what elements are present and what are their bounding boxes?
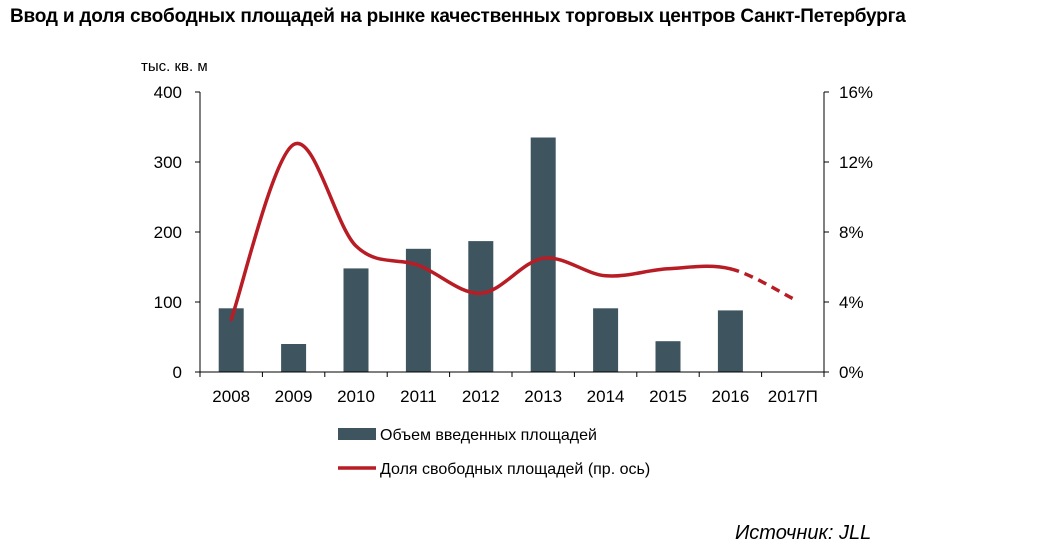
vacancy-line (229, 141, 733, 322)
bar-2015 (655, 341, 681, 372)
bar-2014 (593, 308, 619, 372)
vacancy-line-forecast (729, 267, 794, 301)
y-left-tick-label: 300 (154, 153, 182, 172)
x-tick-label: 2010 (337, 387, 375, 406)
y-left-tick-label: 400 (154, 83, 182, 102)
y-left-tick-label: 100 (154, 293, 182, 312)
bar-2009 (281, 344, 307, 372)
y-right-tick-label: 4% (839, 293, 864, 312)
y-axis-unit-label: тыс. кв. м (141, 58, 208, 75)
x-tick-label: 2016 (711, 387, 749, 406)
y-right-tick-label: 12% (839, 153, 873, 172)
source-note: Источник: JLL (735, 522, 872, 544)
y-right-tick-label: 8% (839, 223, 864, 242)
y-left-tick-label: 200 (154, 223, 182, 242)
y-right-tick-label: 0% (839, 363, 864, 382)
bar-2011 (405, 248, 431, 372)
x-tick-label: 2012 (462, 387, 500, 406)
x-tick-label: 2011 (400, 387, 437, 406)
x-tick-label: 2009 (275, 387, 313, 406)
x-tick-label: 2014 (587, 387, 625, 406)
legend-bar-label: Объем введенных площадей (380, 427, 597, 444)
bar-2012 (468, 241, 494, 372)
y-left-tick-label: 0 (173, 363, 182, 382)
chart-title: Ввод и доля свободных площадей на рынке … (10, 6, 906, 27)
y-right-tick-label: 16% (839, 83, 873, 102)
legend-bar-swatch (338, 428, 376, 440)
x-tick-label: 2013 (524, 387, 562, 406)
x-tick-label: 2015 (649, 387, 687, 406)
x-tick-label: 2008 (212, 387, 250, 406)
legend-line-label: Доля свободных площадей (пр. ось) (380, 461, 650, 478)
bar-2013 (530, 137, 556, 372)
bar-2016 (717, 310, 743, 372)
x-tick-label: 2017П (768, 387, 818, 406)
bar-2010 (343, 268, 369, 372)
